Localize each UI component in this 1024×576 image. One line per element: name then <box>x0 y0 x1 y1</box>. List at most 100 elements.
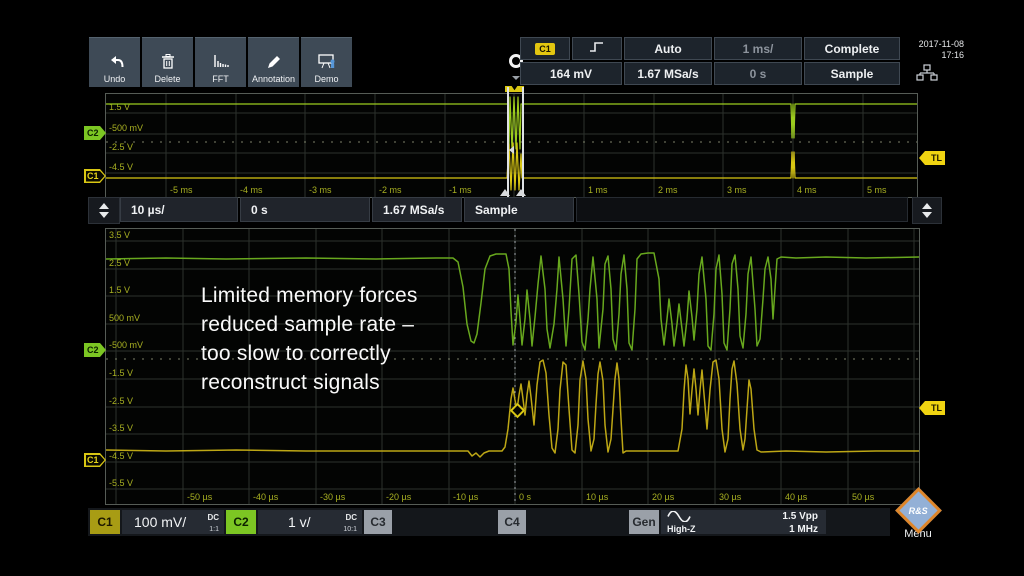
channel-bar: C1 100 mV/ DC 1:1 C2 1 v/ DC 10:1 C3 C4 Ge… <box>88 508 890 536</box>
acquisition-state-cell[interactable]: Complete <box>804 37 900 60</box>
trigger-panel: C1 Auto 1 ms/ Complete 164 mV 1.67 MSa/s… <box>520 37 900 85</box>
zoom-window-bottom-handle-right[interactable] <box>516 189 526 196</box>
annotation-label: Annotation <box>251 74 296 84</box>
undo-label: Undo <box>103 74 126 84</box>
zoom-window-bottom-handle-left[interactable] <box>500 189 510 196</box>
channel4-badge[interactable]: C4 <box>498 510 526 534</box>
trigger-mode-cell[interactable]: Auto <box>624 37 712 60</box>
menu-button[interactable]: R&S Menu <box>893 487 943 540</box>
c2-trace <box>105 96 918 150</box>
y-tick-label: 1.5 V <box>109 102 130 112</box>
fft-button[interactable]: FFT <box>195 37 246 87</box>
x-tick-label: -50 µs <box>187 492 213 502</box>
overview-c1-marker-label: C1 <box>87 171 99 181</box>
acquisition-mode-cell[interactable]: Sample <box>804 62 900 85</box>
channel1-scale: 100 mV/ <box>134 514 187 530</box>
annotation-button[interactable]: Annotation <box>248 37 299 87</box>
main-c1-marker-fill <box>86 455 105 466</box>
x-tick-label: -3 ms <box>309 185 332 195</box>
x-tick-label: 4 ms <box>797 185 817 195</box>
presentation-demo-icon <box>317 48 337 74</box>
timebase-bar-filler <box>576 197 908 222</box>
timebase-stepper-left[interactable] <box>88 197 120 224</box>
y-tick-label: -500 mV <box>109 123 143 133</box>
x-tick-label: -30 µs <box>320 492 346 502</box>
datetime: 2017-11-08 17:16 <box>902 39 964 61</box>
channel2-scale-field[interactable]: 1 v/ DC 10:1 <box>258 510 362 534</box>
x-tick-label: 20 µs <box>652 492 675 502</box>
channel1-coupling: DC 1:1 <box>207 512 219 533</box>
sample-rate-cell[interactable]: 1.67 MSa/s <box>624 62 712 85</box>
zoom-window-right-edge[interactable] <box>522 87 524 197</box>
y-tick-label: -4.5 V <box>109 451 133 461</box>
channel2-badge[interactable]: C2 <box>226 510 256 534</box>
up-down-arrows-icon <box>922 203 932 218</box>
channel1-scale-field[interactable]: 100 mV/ DC 1:1 <box>122 510 224 534</box>
main-c1-marker-label: C1 <box>87 455 99 465</box>
horizontal-scale-cell[interactable]: 1 ms/ <box>714 37 802 60</box>
generator-field[interactable]: High-Z 1.5 Vpp 1 MHz <box>661 509 826 535</box>
y-tick-label: 500 mV <box>109 313 140 323</box>
y-tick-label: -1.5 V <box>109 368 133 378</box>
undo-button[interactable]: Undo <box>89 37 140 87</box>
x-tick-label: 3 ms <box>727 185 747 195</box>
x-tick-label: 50 µs <box>852 492 875 502</box>
zoom-window-left-edge[interactable] <box>507 87 509 197</box>
timebase-stepper-right[interactable] <box>912 197 942 224</box>
generator-waveform: High-Z <box>661 509 696 534</box>
y-tick-label: -2.5 V <box>109 142 133 152</box>
overview-c1-marker[interactable]: C1 <box>84 169 106 183</box>
record-ring-icon[interactable] <box>509 54 523 68</box>
timebase-scale-field[interactable]: 10 µs/ <box>120 197 238 222</box>
channel1-badge[interactable]: C1 <box>90 510 120 534</box>
demo-button[interactable]: Demo <box>301 37 352 87</box>
main-c2-marker[interactable]: C2 <box>84 343 106 357</box>
overview-tl-label: TL <box>931 153 942 163</box>
y-tick-label: 2.5 V <box>109 258 130 268</box>
network-icon <box>916 64 938 86</box>
trigger-source-cell[interactable]: C1 <box>520 37 570 60</box>
scroll-down-icon[interactable] <box>512 76 520 80</box>
main-c1-marker[interactable]: C1 <box>84 453 106 467</box>
pencil-icon <box>265 48 283 74</box>
generator-settings: 1.5 Vpp 1 MHz <box>782 511 818 535</box>
delete-label: Delete <box>154 74 181 84</box>
main-plot[interactable]: 3.5 V 2.5 V 1.5 V 500 mV -500 mV -1.5 V -2.5 V… <box>105 228 920 505</box>
channel2-coupling: DC 10:1 <box>343 512 357 533</box>
timebase-samplerate-field[interactable]: 1.67 MSa/s <box>372 197 462 222</box>
timebase-mode-field[interactable]: Sample <box>464 197 574 222</box>
date-text: 2017-11-08 <box>918 39 964 49</box>
timebase-bar: 10 µs/ 0 s 1.67 MSa/s Sample <box>120 197 940 222</box>
c2-trace <box>105 252 920 351</box>
main-waveform-svg: 3.5 V 2.5 V 1.5 V 500 mV -500 mV -1.5 V -2.5 V… <box>105 229 920 504</box>
y-tick-label: 1.5 V <box>109 285 130 295</box>
overview-waveform-svg: 1.5 V -500 mV -2.5 V -4.5 V -5 ms -4 ms -3 ms -… <box>105 94 918 197</box>
toolbar: Undo Delete FFT Annotation Demo <box>89 37 352 87</box>
y-tick-label: -500 mV <box>109 340 143 350</box>
overview-trigger-level-marker[interactable]: TL <box>919 151 945 165</box>
x-tick-label: -5 ms <box>170 185 193 195</box>
overview-c2-marker-label: C2 <box>87 128 99 138</box>
x-tick-label: 0 s <box>519 492 532 502</box>
delete-button[interactable]: Delete <box>142 37 193 87</box>
timebase-position-field[interactable]: 0 s <box>240 197 370 222</box>
y-tick-label: -2.5 V <box>109 396 133 406</box>
main-tl-label: TL <box>931 403 942 413</box>
trigger-level-cell[interactable]: 164 mV <box>520 62 622 85</box>
x-tick-label: -1 ms <box>449 185 472 195</box>
generator-badge[interactable]: Gen <box>629 510 659 534</box>
overview-c1-marker-fill <box>86 171 105 182</box>
menu-label: Menu <box>893 528 943 540</box>
up-down-arrows-icon <box>99 203 109 218</box>
trigger-slope-cell[interactable] <box>572 37 622 60</box>
overview-c2-marker[interactable]: C2 <box>84 126 106 140</box>
main-trigger-level-marker[interactable]: TL <box>919 401 945 415</box>
undo-icon <box>106 48 124 74</box>
x-tick-label: 30 µs <box>719 492 742 502</box>
horizontal-position-cell[interactable]: 0 s <box>714 62 802 85</box>
x-tick-label: -2 ms <box>379 185 402 195</box>
zoom-window-arrow-icon <box>509 146 514 154</box>
y-tick-label: -3.5 V <box>109 423 133 433</box>
channel3-badge[interactable]: C3 <box>364 510 392 534</box>
x-tick-label: -20 µs <box>386 492 412 502</box>
